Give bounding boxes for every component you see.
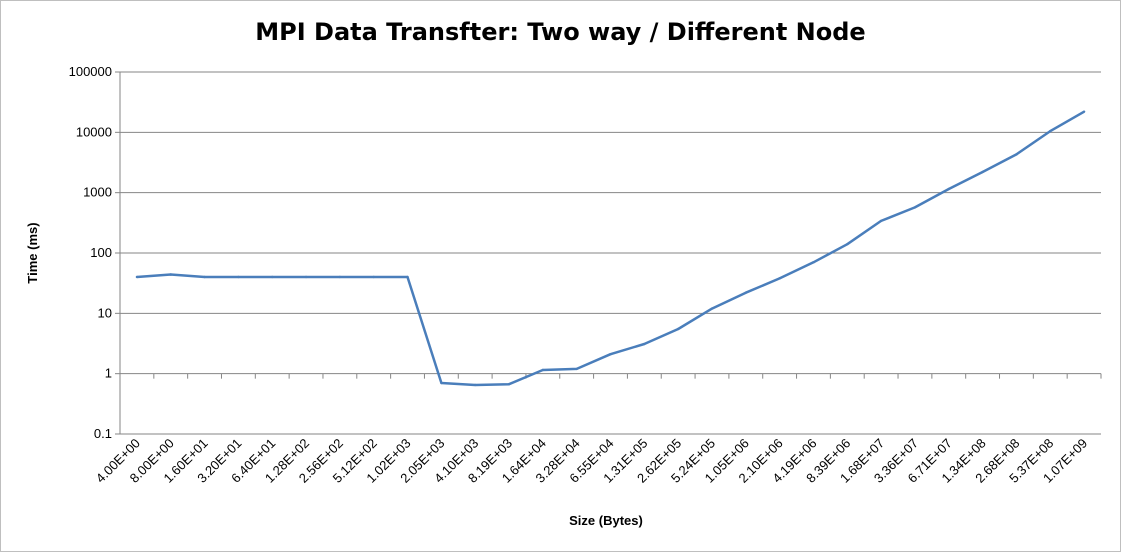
data-point [913, 206, 917, 209]
data-point [406, 275, 409, 279]
data-point [575, 367, 578, 371]
data-point [676, 327, 680, 331]
y-tick-label: 100000 [69, 64, 112, 79]
gridlines [120, 71, 1101, 375]
data-point [1049, 129, 1052, 133]
data-point [1082, 110, 1086, 113]
y-tick-label: 0.1 [94, 426, 112, 441]
data-point [473, 383, 477, 387]
data-point [271, 275, 274, 279]
x-axis-title: Size (Bytes) [569, 513, 643, 528]
y-tick-label: 10000 [76, 124, 112, 139]
data-point [372, 275, 375, 279]
y-tick-label: 1 [105, 366, 112, 381]
data-point [609, 353, 612, 356]
data-point [879, 219, 883, 223]
data-point [947, 187, 950, 191]
data-point [744, 291, 748, 294]
data-point [643, 342, 646, 346]
series-line [136, 110, 1085, 387]
data-point [1015, 153, 1018, 156]
y-axis-title: Time (ms) [25, 222, 40, 283]
data-point [203, 275, 206, 279]
data-point [846, 242, 849, 246]
axes [115, 71, 1102, 435]
y-tick-labels: 0.1 1 10 100 1000 10000 100000 [69, 64, 112, 441]
chart-title: MPI Data Transfter: Two way / Different … [255, 18, 866, 46]
y-tick-label: 1000 [83, 185, 112, 200]
data-point [507, 382, 511, 386]
data-point [541, 368, 545, 372]
data-point [169, 273, 172, 276]
y-tick-label: 10 [98, 305, 112, 320]
data-point [237, 275, 240, 279]
data-point [338, 275, 342, 279]
x-tick-labels: 4.00E+008.00E+001.60E+013.20E+016.40E+01… [93, 436, 1090, 486]
series-layer [135, 110, 1086, 387]
y-tick-label: 100 [90, 245, 112, 260]
data-point [812, 261, 815, 264]
data-point [440, 381, 443, 385]
data-point [981, 170, 984, 174]
data-point [710, 307, 714, 310]
data-point [304, 275, 308, 279]
data-point [778, 277, 781, 280]
data-point [135, 275, 139, 279]
